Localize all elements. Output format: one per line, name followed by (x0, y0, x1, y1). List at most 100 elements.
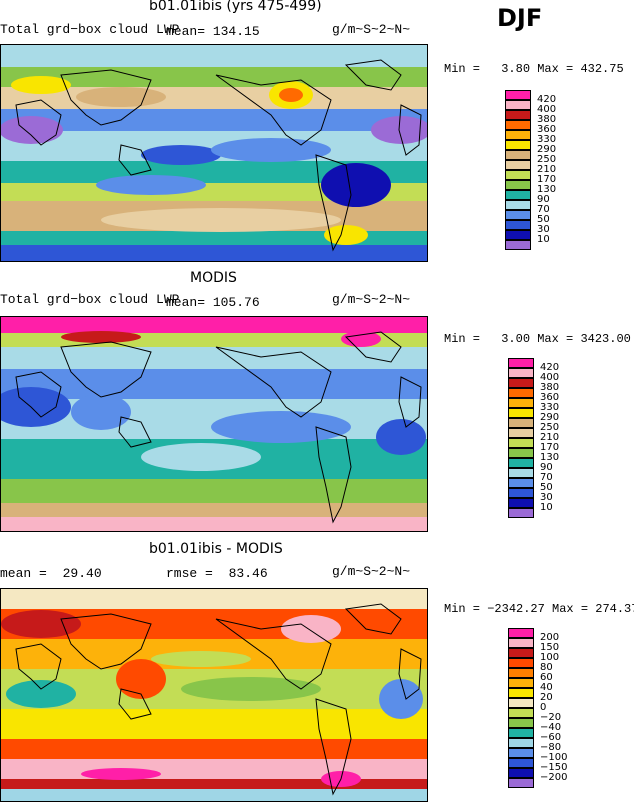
legend-swatch (505, 110, 531, 120)
legend-swatch (508, 678, 534, 688)
legend-label: 200 (540, 632, 560, 643)
legend-label: 290 (540, 412, 560, 423)
legend-label: 90 (540, 462, 553, 473)
panel-diff-min-label: Min = (444, 602, 481, 616)
legend-swatch (505, 160, 531, 170)
map-band (1, 479, 427, 503)
legend-label: 20 (540, 692, 553, 703)
map-blob (11, 76, 71, 94)
legend-swatch (505, 200, 531, 210)
legend-swatch (505, 180, 531, 190)
panel-obs-min-value: 3.00 (501, 332, 531, 346)
legend-label: 40 (540, 682, 553, 693)
panel-diff-rmse-label: rmse = (166, 566, 213, 581)
panel-model-map (0, 44, 428, 262)
coastline (215, 618, 332, 690)
legend-swatch (505, 140, 531, 150)
coastline (215, 74, 332, 146)
map-blob (61, 331, 141, 343)
panel-model-map-svg (1, 45, 427, 261)
legend-label: 330 (540, 402, 560, 413)
legend-swatch (508, 418, 534, 428)
legend-label: −80 (540, 742, 562, 753)
map-band (1, 789, 427, 801)
coastlines (15, 59, 422, 252)
legend-label: 250 (537, 154, 557, 165)
legend-swatch (508, 408, 534, 418)
map-blob (96, 175, 206, 195)
coastline (60, 341, 152, 398)
coastline (215, 346, 332, 418)
legend-swatch (505, 230, 531, 240)
panel-diff-map-svg (1, 589, 427, 801)
coastline (60, 69, 152, 126)
map-blob (341, 331, 381, 347)
legend-label: 420 (537, 94, 557, 105)
legend-swatch (508, 478, 534, 488)
coastline (398, 648, 422, 700)
legend-label: 80 (540, 662, 553, 673)
map-blob (81, 768, 161, 780)
panel-obs-title: MODIS (190, 270, 237, 286)
legend-swatch (508, 398, 534, 408)
map-blob (151, 651, 251, 667)
legend-label: 210 (537, 164, 557, 175)
legend-swatch (505, 100, 531, 110)
legend-label: 360 (540, 392, 560, 403)
map-band (1, 45, 427, 67)
legend-label: 380 (537, 114, 557, 125)
legend-label: −200 (540, 772, 568, 783)
map-blob (279, 88, 303, 102)
legend-swatch (508, 358, 534, 368)
map-blob (281, 615, 341, 643)
legend-label: 400 (540, 372, 560, 383)
map-blob (101, 208, 341, 232)
map-blob (141, 145, 221, 165)
legend-label: 400 (537, 104, 557, 115)
legend-swatch (508, 708, 534, 718)
legend-label: 290 (537, 144, 557, 155)
panel-diff-title: b01.01ibis - MODIS (149, 541, 283, 557)
legend-swatch (508, 388, 534, 398)
panel-diff-legend: 200 150 100 80 60 40 20 0 −20 −40 −60 −80 −100 −150 −2… (508, 628, 578, 798)
map-blob (181, 677, 321, 701)
panel-model-title: b01.01ibis (yrs 475-499) (149, 0, 322, 14)
map-band (1, 759, 427, 779)
map-blob (211, 138, 331, 162)
coastlines (15, 331, 422, 524)
legend-swatch (508, 438, 534, 448)
legend-label: −100 (540, 752, 568, 763)
panel-obs-legend: 420 400 380 360 330 290 250 210 170 130 90 70 50 30 10 (508, 358, 578, 528)
legend-label: 10 (537, 234, 550, 245)
legend-label: −60 (540, 732, 562, 743)
map-blob (76, 87, 166, 107)
panel-diff-map (0, 588, 428, 802)
legend-swatch (508, 508, 534, 518)
panel-obs-map-svg (1, 317, 427, 531)
legend-swatch (508, 498, 534, 508)
coastline (344, 603, 402, 635)
legend-label: 30 (537, 224, 550, 235)
legend-label: −40 (540, 722, 562, 733)
coastline (344, 331, 402, 363)
map-band (1, 517, 427, 531)
legend-swatch (508, 688, 534, 698)
map-band (1, 161, 427, 183)
legend-label: 60 (540, 672, 553, 683)
map-band (1, 67, 427, 87)
legend-swatch (508, 718, 534, 728)
panel-model-variable: Total grd−box cloud LWP (0, 22, 180, 37)
legend-label: 210 (540, 432, 560, 443)
legend-label: 0 (540, 702, 547, 713)
panel-model-max-label: Max = (537, 62, 574, 76)
panel-diff-mean-label: mean = (0, 566, 47, 581)
panel-obs-mean-value: 105.76 (212, 295, 260, 310)
legend-label: 170 (537, 174, 557, 185)
legend-label: 380 (540, 382, 560, 393)
legend-label: 250 (540, 422, 560, 433)
panel-diff-units: g/m~S~2~N~ (332, 564, 411, 579)
coastline (118, 416, 152, 448)
legend-swatch (508, 378, 534, 388)
legend-label: 70 (540, 472, 553, 483)
legend-label: 50 (540, 482, 553, 493)
